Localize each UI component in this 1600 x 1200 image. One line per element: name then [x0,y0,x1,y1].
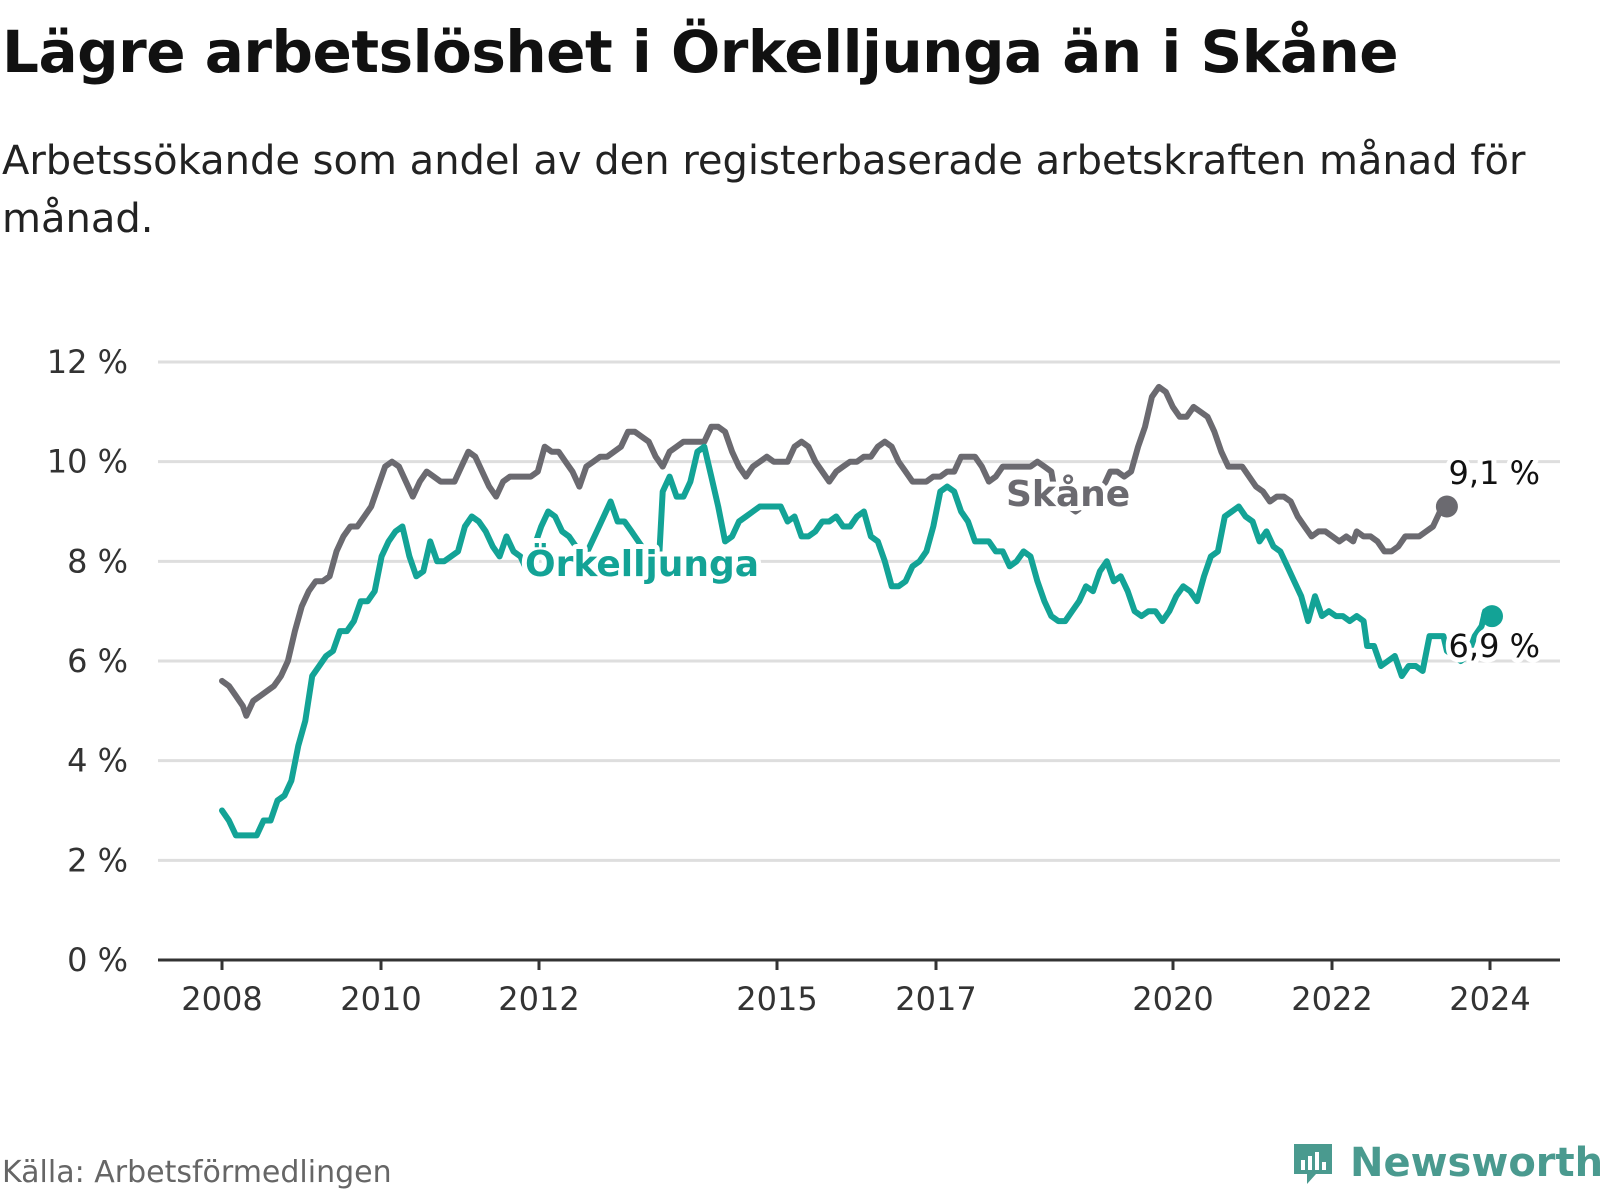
y-axis: 0 % 2 % 4 % 6 % 8 % 10 % 12 % [47,343,128,979]
chart-subtitle: Arbetssökande som andel av den registerb… [2,138,1526,242]
series-label-skane-halo: Skåne [1006,474,1130,515]
y-tick-label: 8 % [67,542,128,580]
series-line-orkelljunga [219,443,1495,839]
x-tick-label: 2024 [1449,980,1530,1018]
series-label-orkelljunga-halo: Örkelljunga [525,543,759,585]
x-tick-label: 2010 [340,980,421,1018]
y-tick-label: 4 % [67,742,128,780]
y-tick-label: 12 % [47,343,128,381]
end-value-skane-halo: 9,1 % [1449,454,1540,492]
x-axis: 2008 2010 2012 2015 2017 2020 2022 2024 [158,958,1560,1018]
series-label-orkelljunga: Örkelljunga [525,543,759,585]
series-label-skane: Skåne [1006,474,1130,515]
series-end-marker [1481,605,1503,628]
chart-title: Lägre arbetslöshet i Örkelljunga än i Sk… [2,18,1399,86]
source-note: Källa: Arbetsförmedlingen [2,1155,392,1190]
end-value-orkelljunga-halo: 6,9 % [1449,627,1540,665]
end-value-orkelljunga: 6,9 % [1449,627,1540,665]
y-tick-label: 2 % [67,841,128,879]
series-lines [219,383,1503,839]
y-tick-label: 0 % [67,941,128,979]
x-tick-label: 2008 [181,980,262,1018]
x-tick-label: 2022 [1291,980,1372,1018]
y-tick-label: 10 % [47,443,128,481]
x-tick-label: 2017 [895,980,976,1018]
series-end-marker [1435,495,1458,518]
y-tick-label: 6 % [67,642,128,680]
x-tick-label: 2020 [1132,980,1213,1018]
grid-lines [158,360,1560,862]
x-tick-label: 2015 [736,980,817,1018]
brand-name: Newsworthy [1350,1140,1600,1186]
newsworthy-logo-icon [1294,1144,1332,1184]
brand-logo: Newsworthy [1290,1140,1600,1186]
series-line-skane [219,383,1450,719]
x-tick-label: 2012 [498,980,579,1018]
end-value-skane: 9,1 % [1449,454,1540,492]
